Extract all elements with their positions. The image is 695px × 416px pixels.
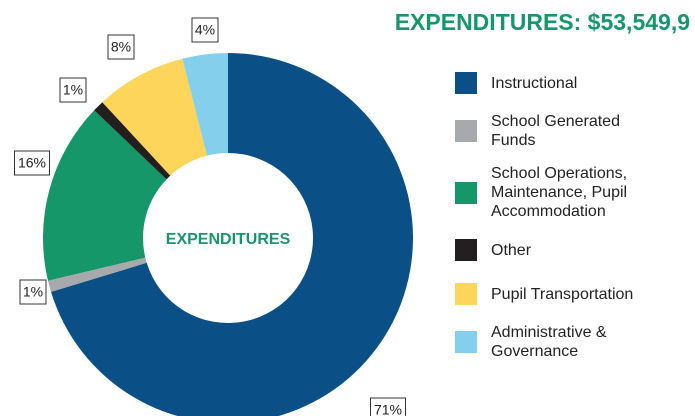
legend: Instructional School Generated Funds Schoo… <box>455 68 695 375</box>
legend-item: Other <box>455 235 695 265</box>
slice <box>94 102 171 180</box>
label-box <box>59 77 87 103</box>
legend-label: School Operations, Maintenance, Pupil Ac… <box>491 165 628 220</box>
legend-swatch <box>455 239 477 261</box>
legend-swatch <box>455 120 477 142</box>
legend-item: Administrative & Governance <box>455 323 695 361</box>
legend-label: Instructional <box>491 74 578 92</box>
center-label: EXPENDITURES <box>166 231 291 248</box>
legend-swatch <box>455 72 477 94</box>
legend-label: Other <box>491 241 532 259</box>
slice <box>43 110 167 281</box>
label-box <box>191 17 219 43</box>
label-box <box>370 397 406 416</box>
value-label: 8% <box>111 39 131 55</box>
label-box <box>14 150 50 176</box>
slice <box>48 257 147 292</box>
value-label: 1% <box>63 82 83 98</box>
legend-item: School Generated Funds <box>455 112 695 150</box>
label-box <box>107 34 135 60</box>
value-label: 16% <box>18 155 46 171</box>
legend-item: Pupil Transportation <box>455 279 695 309</box>
label-box <box>19 279 47 305</box>
legend-swatch <box>455 181 477 204</box>
legend-label: Administrative & Governance <box>491 324 607 360</box>
legend-swatch <box>455 331 477 353</box>
chart-title: EXPENDITURES: $53,549,9 <box>395 9 690 35</box>
value-label: 4% <box>195 22 215 38</box>
legend-label: Pupil Transportation <box>491 285 634 303</box>
legend-label: School Generated Funds <box>491 113 620 149</box>
slice <box>102 58 208 176</box>
value-label: 1% <box>23 284 43 300</box>
legend-swatch <box>455 283 477 305</box>
value-label: 71% <box>374 402 402 416</box>
legend-item: Instructional <box>455 68 695 98</box>
slice <box>51 53 413 416</box>
legend-item: School Operations, Maintenance, Pupil Ac… <box>455 164 695 221</box>
slice <box>182 53 228 156</box>
